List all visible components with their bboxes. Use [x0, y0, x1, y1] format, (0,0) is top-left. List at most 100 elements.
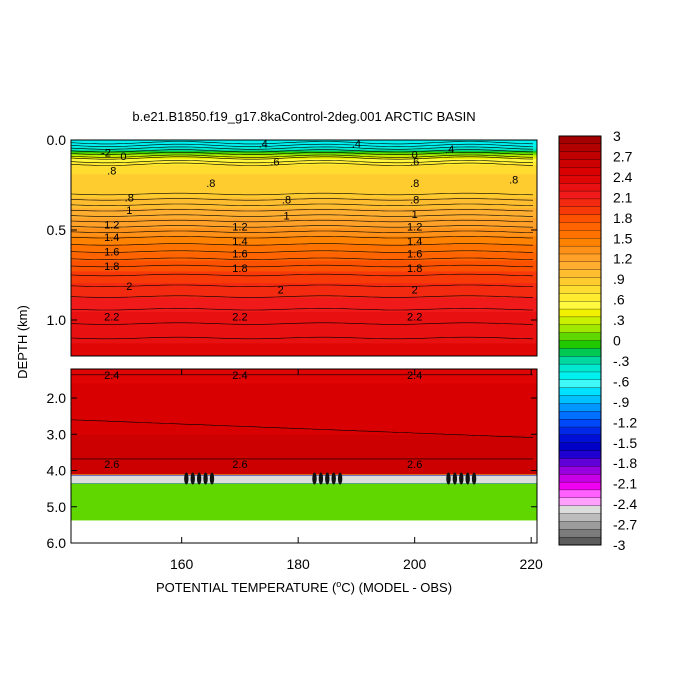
colorbar-frame — [558, 135, 602, 546]
contour-label: 2 — [412, 284, 418, 296]
temperature-band — [71, 165, 537, 167]
contour-label: .8 — [509, 175, 518, 187]
temperature-band — [71, 229, 537, 231]
temperature-band — [71, 226, 537, 228]
contour-line — [70, 273, 534, 277]
colorbar-label: -1.2 — [613, 414, 637, 430]
temperature-band — [71, 223, 537, 225]
temperature-band — [71, 185, 537, 187]
temperature-band — [71, 294, 537, 297]
contour-label: 2 — [126, 281, 132, 293]
temperature-band — [71, 307, 537, 309]
temperature-band — [71, 266, 537, 269]
x-tick-label: 180 — [286, 556, 310, 572]
colorbar-swatch — [558, 371, 602, 381]
temperature-band — [71, 182, 537, 184]
contour-line — [70, 225, 534, 228]
temperature-band — [71, 153, 537, 155]
contour-line — [70, 264, 534, 268]
temperature-band — [71, 152, 537, 154]
contour-line — [70, 146, 534, 150]
temperature-band — [71, 222, 537, 225]
contour-label: 1 — [126, 205, 132, 217]
temperature-band — [71, 213, 537, 216]
temperature-band — [71, 205, 537, 207]
contour-label: 1.8 — [232, 263, 247, 275]
contour-cluster-marker — [325, 472, 330, 485]
temperature-band — [71, 207, 537, 209]
temperature-band — [71, 187, 537, 189]
contour-line — [70, 214, 534, 217]
temperature-band — [71, 339, 537, 342]
temperature-band — [71, 270, 537, 272]
contour-line — [70, 152, 534, 155]
contour-label: -2 — [101, 148, 111, 160]
temperature-band — [71, 280, 537, 282]
chart-title: b.e21.B1850.f19_g17.8kaControl-2deg.001 … — [132, 109, 475, 124]
temperature-band — [71, 293, 537, 295]
temperature-band — [71, 519, 537, 521]
colorbar-label: 1.8 — [613, 210, 633, 226]
temperature-band — [71, 354, 537, 356]
temperature-band — [71, 259, 537, 261]
contour-line — [70, 243, 534, 246]
temperature-band — [71, 320, 537, 322]
temperature-band — [71, 344, 537, 346]
contour-label: .6 — [270, 157, 279, 169]
temperature-band — [71, 178, 537, 180]
temperature-band — [71, 199, 537, 201]
y-tick-label: 0.0 — [47, 132, 67, 148]
contour-line — [70, 192, 534, 196]
temperature-band — [71, 338, 537, 341]
contour-lines — [70, 141, 534, 485]
colorbar-label: 0 — [613, 333, 621, 349]
temperature-band — [71, 341, 537, 343]
colorbar-swatch — [558, 340, 602, 349]
contour-label: 1.4 — [104, 232, 119, 244]
colorbar-swatch — [558, 277, 602, 286]
colorbar-swatch — [558, 419, 602, 428]
temperature-band — [71, 188, 537, 190]
temperature-band — [71, 253, 537, 255]
colorbar-label: .9 — [613, 271, 625, 287]
temperature-band — [71, 235, 537, 237]
temperature-band — [71, 196, 537, 198]
temperature-band — [71, 298, 537, 300]
temperature-band — [71, 311, 537, 314]
x-tick-label: 200 — [403, 556, 427, 572]
temperature-band — [71, 289, 537, 291]
temperature-band — [71, 284, 537, 286]
temperature-band — [71, 232, 537, 234]
temperature-band — [71, 227, 537, 229]
contour-label: 1.6 — [104, 247, 119, 259]
temperature-band — [71, 221, 537, 223]
temperature-band — [71, 218, 537, 220]
temperature-band — [71, 320, 537, 323]
colorbar-swatch — [558, 379, 602, 389]
temperature-band — [71, 158, 537, 160]
temperature-band — [71, 300, 537, 302]
contour-label: .8 — [282, 194, 291, 206]
temperature-band — [71, 228, 537, 230]
contour-line — [70, 203, 534, 206]
temperature-band — [71, 170, 537, 172]
y-tick-label: 6.0 — [47, 535, 67, 551]
colorbar-label: -3 — [613, 537, 626, 553]
contour-label: 1.4 — [407, 236, 422, 248]
temperature-band — [71, 212, 537, 214]
temperature-band — [71, 142, 537, 144]
colorbar-swatch — [558, 253, 602, 263]
colorbar-swatch — [558, 222, 602, 231]
temperature-band — [71, 211, 537, 213]
temperature-band — [71, 166, 537, 168]
contour-label: 2.2 — [104, 311, 119, 323]
temperature-band — [71, 316, 537, 318]
colorbar-swatch — [558, 536, 602, 546]
colorbar-label: -.3 — [613, 353, 630, 369]
contour-line — [70, 198, 534, 201]
temperature-band — [71, 189, 537, 191]
contour-label: .8 — [410, 194, 419, 206]
temperature-band — [71, 146, 537, 148]
contour-label: 2 — [278, 284, 284, 296]
